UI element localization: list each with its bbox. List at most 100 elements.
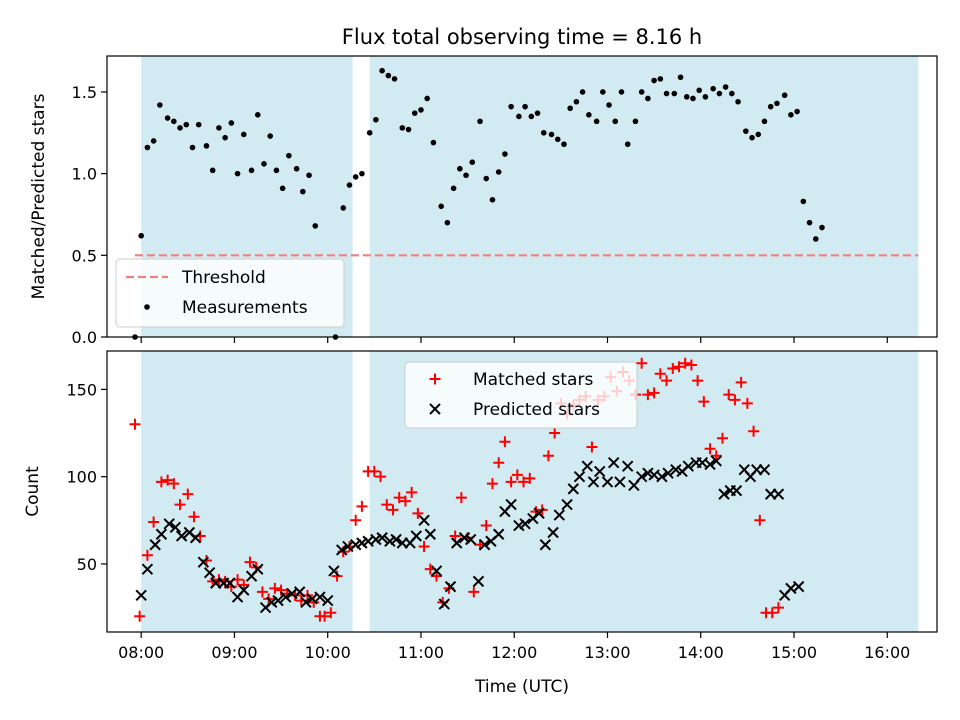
measurements-point-64 [554, 136, 561, 143]
matched-stars-point-64 [524, 472, 536, 484]
measurements-point-69 [586, 112, 592, 118]
matched-stars-point-46 [412, 507, 424, 519]
measurements-point-59 [522, 103, 528, 110]
predicted-stars-point-92 [758, 463, 771, 476]
measurements-point-11 [195, 121, 202, 128]
predicted-stars-point-2 [141, 563, 154, 575]
observing-window-2 [369, 56, 919, 337]
predicted-stars-point-59 [533, 507, 545, 520]
matched-stars-point-8 [174, 499, 186, 511]
measurements-point-56 [502, 151, 508, 157]
matched-stars-point-95 [717, 432, 729, 444]
x-tick-label: 16:00 [864, 643, 910, 662]
matched-stars-point-4 [148, 516, 160, 528]
measurements-point-87 [702, 94, 709, 100]
measurements-point-93 [743, 128, 749, 134]
predicted-stars-series [135, 455, 805, 614]
measurements-point-6 [164, 115, 171, 121]
measurements-point-8 [177, 125, 183, 131]
matched-stars-point-97 [729, 394, 741, 406]
count-legend: Matched stars Predicted stars [404, 361, 638, 429]
legend-measurement-swatch [144, 304, 150, 310]
measurements-point-46 [438, 203, 444, 210]
measurements-point-49 [457, 165, 463, 172]
matched-stars-point-87 [667, 362, 679, 374]
measurements-point-88 [710, 85, 716, 92]
measurements-point-22 [267, 133, 274, 139]
measurements-point-82 [671, 90, 678, 97]
matched-stars-point-21 [256, 586, 268, 598]
predicted-stars-point-64 [567, 483, 579, 495]
legend-label: Threshold [181, 268, 266, 288]
axes-frame [106, 55, 938, 338]
predicted-stars-point-72 [621, 460, 634, 472]
predicted-stars-point-86 [718, 488, 730, 500]
measurements-point-51 [469, 159, 476, 165]
measurements-point-68 [579, 89, 586, 95]
predicted-stars-point-29 [328, 565, 340, 577]
measurements-point-83 [677, 74, 684, 81]
measurements-point-29 [312, 223, 319, 229]
predicted-stars-point-44 [430, 565, 443, 577]
measurements-point-60 [528, 113, 535, 120]
measurements-point-48 [450, 185, 457, 192]
predicted-stars-point-60 [539, 539, 552, 551]
measurements-point-74 [618, 89, 625, 95]
matched-stars-point-45 [406, 486, 418, 498]
matched-stars-point-49 [431, 570, 443, 582]
measurements-point-2 [138, 232, 144, 239]
measurements-point-98 [774, 100, 780, 107]
measurements-point-73 [612, 118, 619, 125]
measurements-point-26 [293, 165, 300, 172]
predicted-stars-point-36 [376, 532, 388, 544]
legend-label: Measurements [182, 298, 308, 318]
measurements-point-84 [683, 94, 690, 100]
measurements-point-101 [794, 108, 800, 115]
matched-stars-point-90 [685, 359, 697, 371]
y-tick-label: 150 [66, 380, 97, 399]
predicted-stars-point-7 [175, 530, 188, 542]
measurements-point-100 [788, 112, 794, 118]
legend-box [404, 361, 638, 429]
matched-stars-point-88 [673, 361, 685, 373]
observing-windows [141, 56, 919, 337]
count-axes: 08:00 09:00 10:00 11:00 12:00 13:00 14:00 15:00… [66, 350, 938, 662]
y-tick-label: 0.5 [72, 246, 97, 265]
matched-stars-point-85 [654, 368, 666, 380]
matched-stars-point-68 [549, 427, 561, 439]
predicted-stars-point-66 [581, 460, 593, 472]
x-tick-label: 15:00 [771, 643, 817, 662]
predicted-stars-point-78 [662, 467, 674, 479]
measurements-point-72 [606, 102, 612, 108]
matched-stars-point-41 [381, 499, 393, 511]
predicted-stars-point-18 [252, 563, 264, 575]
matched-stars-point-33 [331, 570, 343, 582]
measurements-point-105 [819, 224, 825, 231]
measurements-point-20 [254, 112, 261, 118]
predicted-stars-point-53 [492, 528, 505, 540]
measurements-point-25 [286, 152, 292, 159]
chart-title: Flux total observing time = 8.16 h [342, 25, 702, 49]
matched-stars-point-82 [636, 357, 648, 369]
predicted-stars-point-9 [189, 532, 202, 544]
matched-stars-point-96 [723, 389, 735, 401]
predicted-stars-point-41 [410, 530, 423, 542]
matched-stars-point-2 [134, 610, 146, 622]
predicted-stars-point-70 [607, 456, 620, 469]
predicted-stars-point-65 [573, 470, 586, 483]
observing-window-1 [141, 351, 353, 632]
matched-stars-point-91 [692, 375, 704, 387]
matched-stars-point-104 [772, 602, 784, 614]
measurement-points [132, 67, 825, 340]
x-tick-label: 12:00 [491, 643, 537, 662]
predicted-stars-point-5 [163, 518, 175, 530]
matched-stars-point-10 [188, 511, 200, 523]
measurements-point-40 [399, 125, 406, 131]
predicted-stars-point-28 [322, 594, 334, 607]
predicted-stars-point-22 [280, 591, 292, 603]
matched-stars-point-47 [418, 540, 430, 552]
measurements-point-50 [463, 172, 469, 179]
measurements-point-58 [516, 113, 522, 120]
predicted-stars-point-11 [203, 566, 216, 579]
predicted-stars-point-88 [730, 484, 743, 497]
